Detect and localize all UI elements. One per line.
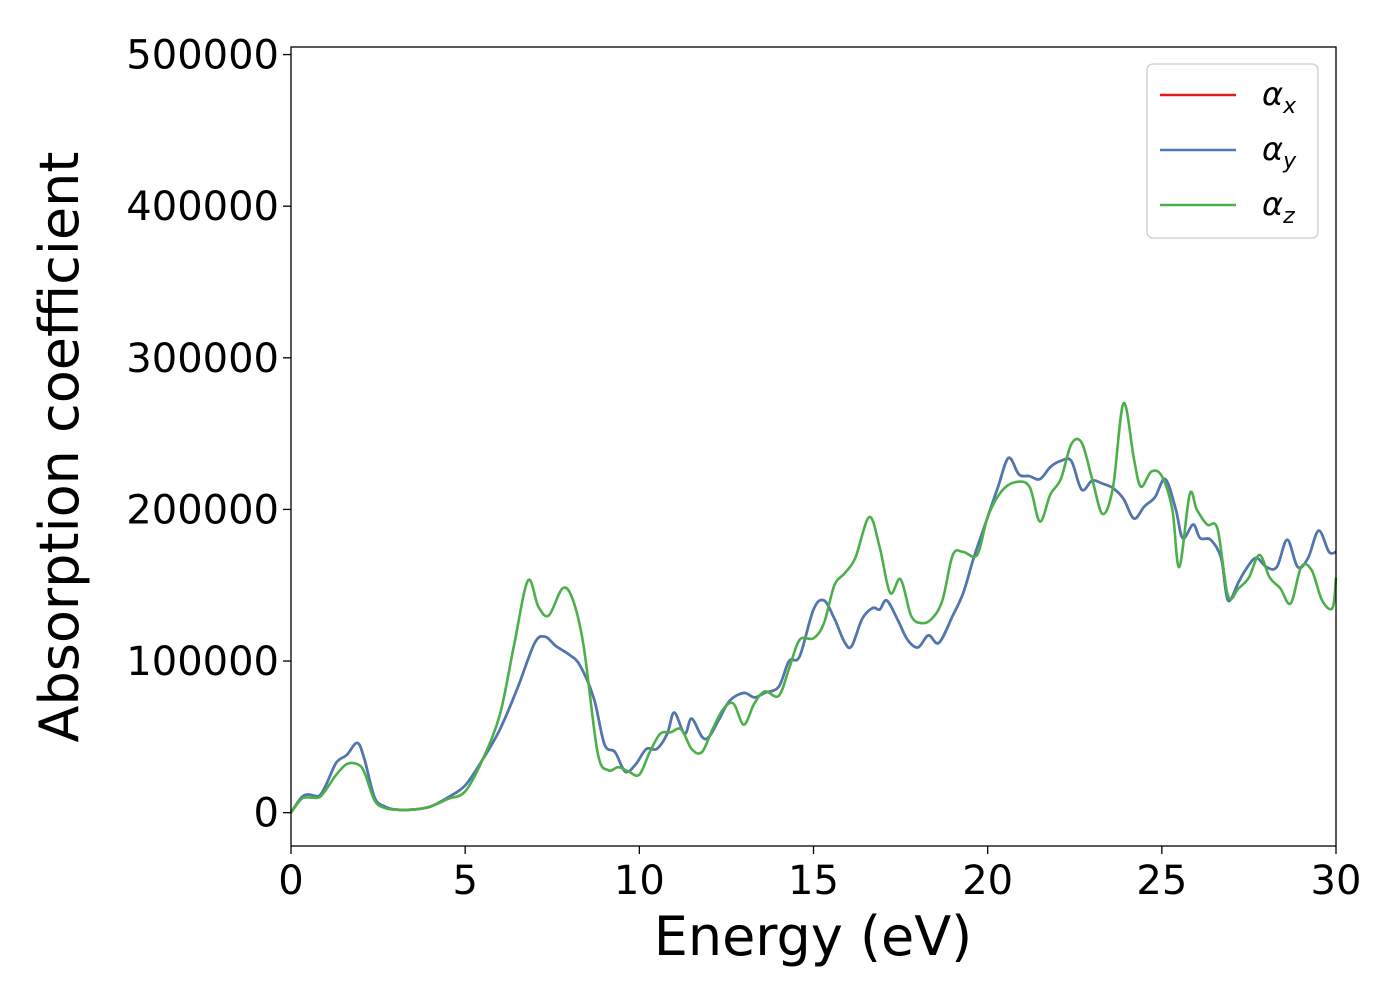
y-tick-label: 0 <box>254 791 279 837</box>
x-tick-label: 20 <box>962 858 1013 904</box>
x-tick-label: 5 <box>452 858 477 904</box>
y-tick-label: 400000 <box>126 184 279 230</box>
y-axis: 0 100000 200000 300000 400000 500000 <box>126 33 291 837</box>
x-tick-label: 10 <box>614 858 665 904</box>
x-tick-label: 25 <box>1136 858 1187 904</box>
x-axis: 0 5 10 15 20 25 30 <box>278 846 1361 904</box>
y-tick-label: 500000 <box>126 33 279 79</box>
x-tick-label: 0 <box>278 858 303 904</box>
x-tick-label: 15 <box>788 858 839 904</box>
y-tick-label: 200000 <box>126 487 279 533</box>
series-line-alpha-z <box>289 401 1338 814</box>
x-axis-title: Energy (eV) <box>654 905 973 968</box>
x-tick-label: 30 <box>1311 858 1362 904</box>
y-axis-title: Absorption coefficient <box>28 152 91 743</box>
y-tick-label: 300000 <box>126 336 279 382</box>
y-tick-label: 100000 <box>126 639 279 685</box>
series-layer <box>289 401 1338 814</box>
